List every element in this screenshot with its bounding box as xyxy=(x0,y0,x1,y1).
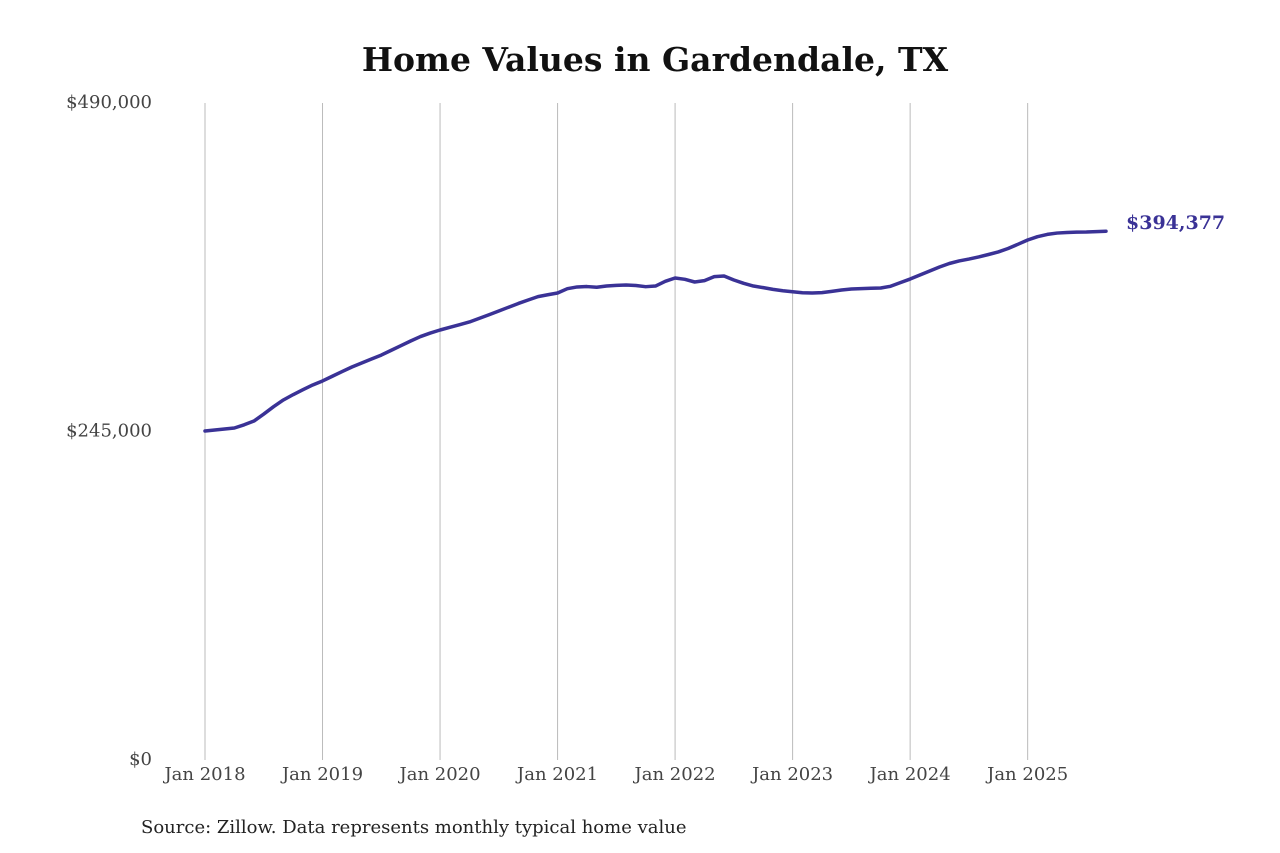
value-line xyxy=(203,229,1108,433)
x-tick-label: Jan 2024 xyxy=(868,764,951,785)
y-tick-label: $245,000 xyxy=(66,421,152,442)
x-tick-label: Jan 2023 xyxy=(750,764,833,785)
y-tick-label: $0 xyxy=(129,749,152,770)
y-tick-label: $490,000 xyxy=(66,92,152,113)
x-tick-label: Jan 2022 xyxy=(633,764,716,785)
x-tick-label: Jan 2021 xyxy=(515,764,598,785)
x-tick-label: Jan 2019 xyxy=(280,764,363,785)
chart-title: Home Values in Gardendale, TX xyxy=(362,40,949,79)
x-tick-label: Jan 2020 xyxy=(398,764,481,785)
x-tick-label: Jan 2018 xyxy=(162,764,245,785)
source-note: Source: Zillow. Data represents monthly … xyxy=(141,817,687,838)
x-tick-label: Jan 2025 xyxy=(985,764,1068,785)
end-value-label: $394,377 xyxy=(1126,212,1225,234)
